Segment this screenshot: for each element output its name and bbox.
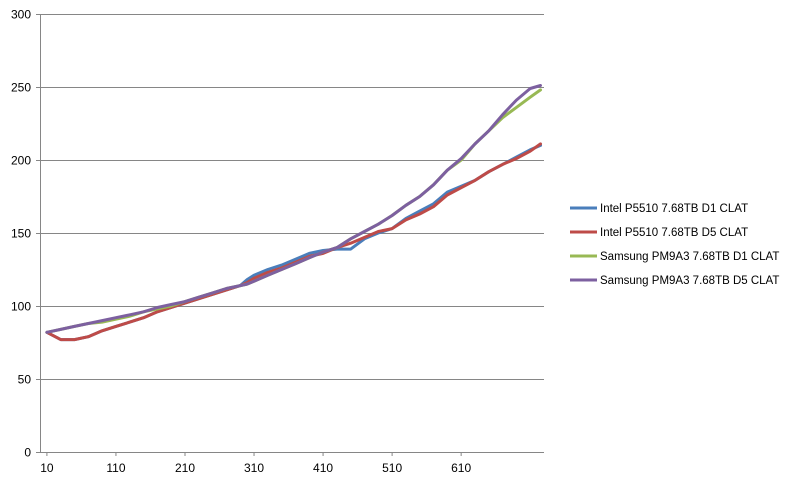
x-tick-label: 210 [175, 461, 195, 475]
series-line-4 [45, 84, 542, 334]
y-tick-label: 150 [11, 227, 31, 241]
axes [36, 14, 544, 456]
legend-label: Intel P5510 7.68TB D5 CLAT [600, 227, 748, 239]
series-line-2 [45, 142, 542, 342]
x-tick-label: 110 [106, 461, 125, 475]
y-tick-label: 50 [18, 373, 32, 387]
y-tick-label: 0 [24, 446, 31, 460]
x-tick-label: 410 [313, 461, 333, 475]
legend: Intel P5510 7.68TB D1 CLAT Intel P5510 7.… [570, 203, 779, 287]
series-lines [45, 84, 542, 342]
series-line-1 [45, 143, 542, 342]
x-tick-label: 610 [451, 461, 471, 475]
y-tick-label: 200 [11, 154, 31, 168]
y-tick-labels: 0 50 100 150 200 250 300 [11, 8, 31, 460]
series-line-3 [45, 88, 542, 334]
x-tick-label: 310 [244, 461, 264, 475]
legend-label: Samsung PM9A3 7.68TB D5 CLAT [600, 275, 779, 287]
x-tick-labels: 10 110 210 310 410 510 610 [40, 461, 471, 475]
y-tick-label: 100 [11, 300, 31, 314]
gridlines [40, 14, 544, 380]
y-tick-label: 250 [11, 81, 31, 95]
y-tick-label: 300 [11, 8, 31, 22]
x-tick-label: 510 [382, 461, 402, 475]
legend-label: Samsung PM9A3 7.68TB D1 CLAT [600, 251, 779, 263]
legend-label: Intel P5510 7.68TB D1 CLAT [600, 203, 748, 215]
x-tick-label: 10 [40, 461, 54, 475]
